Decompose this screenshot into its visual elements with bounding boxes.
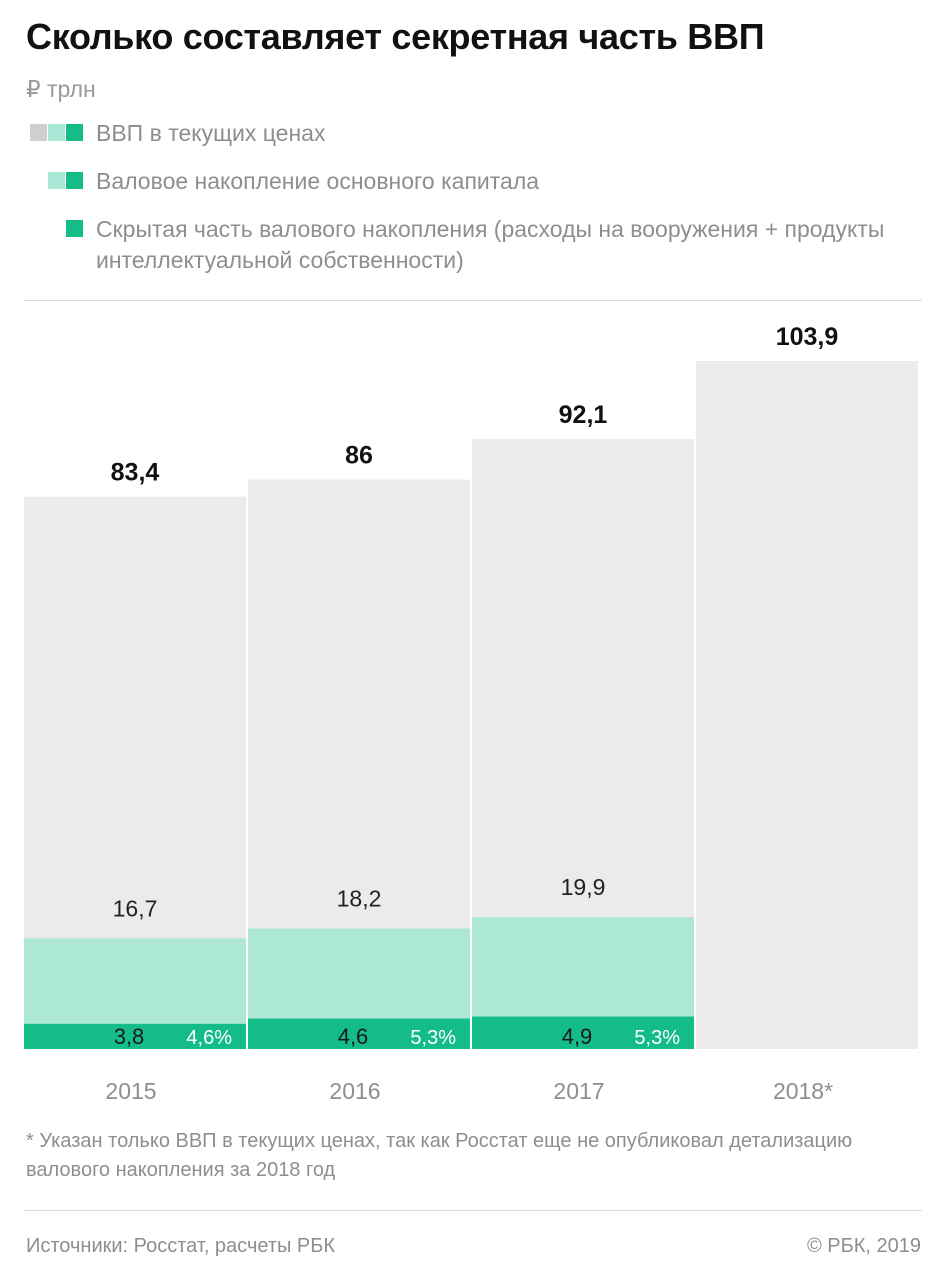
legend-label-accumulation: Валовое накопление основного капитала	[96, 168, 540, 194]
bar-hidden	[472, 1016, 694, 1049]
x-tick-label: 2016	[329, 1078, 380, 1104]
legend-item-hidden: Скрытая часть валового накопления (расхо…	[96, 214, 896, 276]
legend-label-gdp: ВВП в текущих ценах	[96, 120, 326, 146]
value-label-gdp: 86	[345, 442, 373, 470]
bar-chart: 83,4 16,7 3,8 4,6% 2015 86 18,2 4,6 5,3% 2016 92,1…	[24, 323, 918, 1104]
legend-swatch-light-green	[48, 172, 65, 189]
legend-swatch-green	[66, 124, 83, 141]
value-label-accumulation: 16,7	[113, 895, 158, 921]
value-label-hidden: 4,6	[338, 1024, 369, 1049]
chart-title: Сколько составляет секретная часть ВВП	[26, 16, 765, 57]
share-label: 4,6%	[186, 1027, 232, 1049]
legend-item-accumulation: Валовое накопление основного капитала	[96, 166, 539, 197]
bottom-divider	[24, 1210, 922, 1211]
value-label-hidden: 4,9	[562, 1024, 593, 1049]
copyright: © РБК, 2019	[806, 1235, 921, 1257]
share-label: 5,3%	[410, 1027, 456, 1049]
legend-swatch-green	[66, 172, 83, 189]
value-label-hidden: 3,8	[114, 1024, 145, 1049]
legend-item-gdp: ВВП в текущих ценах	[96, 118, 325, 149]
x-tick-label: 2015	[105, 1078, 156, 1104]
value-label-accumulation: 19,9	[561, 874, 606, 900]
x-tick-label: 2017	[553, 1078, 604, 1104]
bar-hidden	[24, 1023, 246, 1049]
value-label-accumulation: 18,2	[337, 885, 382, 911]
top-divider	[24, 300, 922, 301]
bar-hidden	[248, 1018, 470, 1049]
legend-label-hidden: Скрытая часть валового накопления (расхо…	[96, 216, 885, 273]
source-note: Источники: Росстат, расчеты РБК	[26, 1235, 336, 1257]
legend-swatch-light-green	[48, 124, 65, 141]
legend-swatch-green	[66, 220, 83, 237]
unit-label: ₽ трлн	[26, 76, 96, 102]
value-label-gdp: 103,9	[776, 323, 839, 351]
footnote: * Указан только ВВП в текущих ценах, так…	[26, 1130, 853, 1181]
bar-gdp	[696, 361, 918, 1049]
share-label: 5,3%	[634, 1027, 680, 1049]
legend-swatch-gray	[30, 124, 47, 141]
value-label-gdp: 92,1	[559, 401, 608, 429]
value-label-gdp: 83,4	[111, 459, 160, 487]
x-tick-label: 2018*	[773, 1078, 833, 1104]
